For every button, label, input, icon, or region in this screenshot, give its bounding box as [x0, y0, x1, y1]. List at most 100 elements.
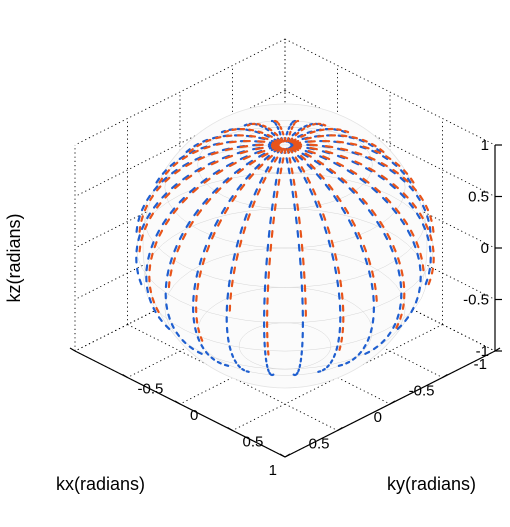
data-point [431, 226, 435, 233]
data-point [166, 269, 170, 277]
y-tick-mark [227, 426, 233, 432]
data-point [396, 324, 403, 331]
data-point [239, 183, 246, 191]
data-point [392, 245, 397, 253]
data-point [381, 155, 389, 161]
data-point [330, 239, 335, 248]
data-point [380, 339, 386, 345]
data-point [210, 151, 219, 156]
data-point [182, 162, 190, 168]
data-point [307, 149, 316, 155]
data-point [362, 344, 367, 350]
data-point [391, 161, 398, 167]
data-point [188, 148, 194, 153]
data-point [365, 156, 373, 161]
data-point [268, 371, 272, 375]
data-point [269, 216, 273, 225]
data-point [362, 145, 370, 150]
y-tick-mark [122, 373, 128, 379]
data-point [418, 264, 422, 272]
data-point [293, 203, 297, 211]
data-point [408, 185, 415, 192]
data-point [171, 168, 178, 175]
data-point [306, 176, 311, 184]
sphere-surface [136, 103, 434, 389]
data-point [143, 204, 149, 212]
data-point [267, 127, 273, 132]
data-point [242, 155, 251, 161]
data-point [301, 152, 309, 158]
y-tick-label: 0 [190, 407, 198, 424]
data-point [294, 156, 300, 163]
data-point [309, 146, 318, 151]
data-point [164, 176, 171, 183]
data-point [289, 122, 293, 126]
data-point [164, 324, 171, 331]
data-point [198, 257, 203, 266]
data-point [286, 137, 290, 143]
z-tick-label: 0 [481, 240, 489, 257]
data-point [371, 186, 379, 194]
data-point [384, 155, 392, 161]
data-point [174, 183, 181, 190]
data-point [246, 213, 251, 221]
data-point [339, 279, 343, 288]
data-point [229, 266, 234, 275]
data-point [181, 339, 187, 345]
data-point [336, 279, 340, 288]
data-point [279, 167, 283, 175]
data-point [327, 239, 332, 248]
data-point [225, 177, 233, 184]
data-point [288, 130, 292, 136]
data-point [346, 169, 355, 175]
data-point [291, 190, 295, 199]
data-point [185, 148, 191, 153]
data-point [379, 220, 385, 229]
data-point [351, 219, 356, 227]
data-point [231, 128, 237, 131]
data-point [361, 138, 368, 143]
data-point [258, 152, 266, 158]
data-point [270, 203, 274, 211]
data-point [291, 146, 300, 152]
data-point [370, 282, 374, 291]
data-point [259, 176, 264, 184]
data-point [170, 323, 175, 329]
data-point [285, 157, 289, 164]
data-point [243, 123, 248, 127]
data-point [291, 131, 297, 137]
data-point [182, 174, 190, 181]
data-point [146, 194, 151, 202]
data-point [181, 196, 189, 204]
data-point [238, 239, 243, 248]
data-point [205, 244, 211, 253]
data-point [273, 156, 279, 163]
data-point [273, 139, 282, 144]
data-point [297, 166, 303, 173]
data-point [248, 128, 255, 132]
data-point [243, 213, 248, 221]
data-point [205, 138, 212, 143]
data-point [264, 166, 270, 173]
data-point [245, 370, 250, 373]
data-point [253, 188, 258, 196]
data-point [304, 136, 312, 141]
data-point [216, 360, 222, 365]
data-point [201, 257, 206, 266]
data-point [266, 154, 273, 161]
data-point [416, 212, 421, 220]
data-point [288, 157, 292, 164]
data-point [272, 120, 276, 124]
data-point [426, 234, 430, 242]
data-point [212, 169, 221, 175]
data-point [197, 167, 205, 173]
data-point [340, 206, 347, 215]
data-point [198, 270, 202, 278]
data-point [364, 350, 371, 355]
data-point [373, 282, 377, 291]
data-point [300, 243, 304, 252]
data-point [293, 144, 303, 148]
data-point [202, 197, 209, 205]
data-point [414, 297, 419, 304]
data-point [276, 138, 283, 144]
